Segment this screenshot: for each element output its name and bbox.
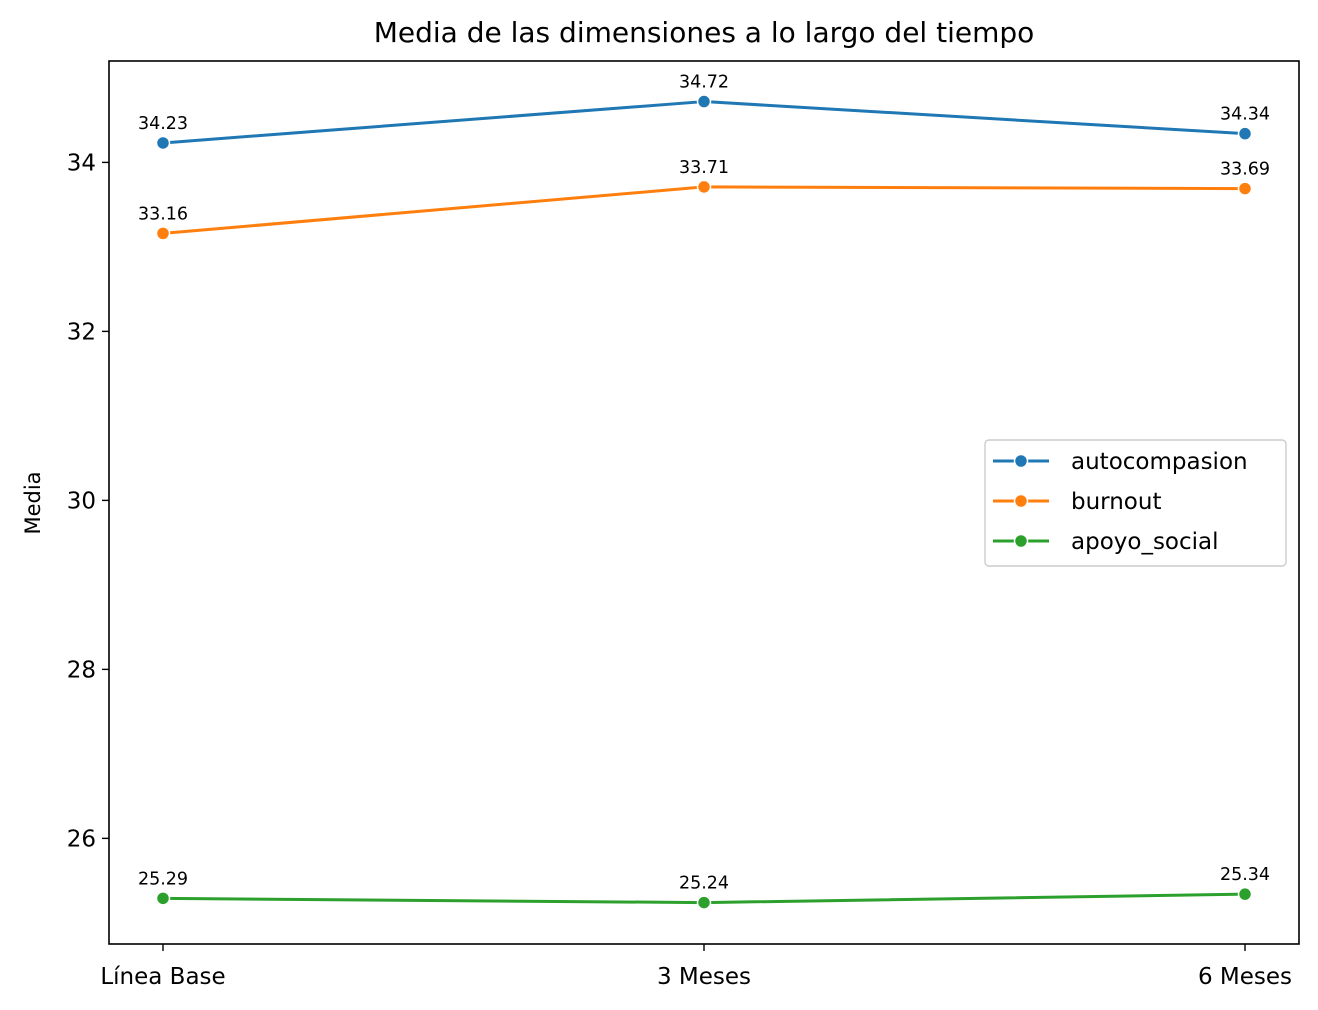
series-autocompasion: 34.23 34.72 34.34 — [138, 73, 1270, 151]
legend-item-autocompasion: autocompasion — [993, 449, 1248, 475]
data-point — [155, 226, 171, 241]
legend-marker — [1013, 533, 1029, 549]
x-tick-label: 6 Meses — [1198, 964, 1292, 990]
legend: autocompasion burnout apoyo_social — [984, 439, 1287, 567]
y-tick-label: 34 — [67, 150, 96, 176]
data-point — [155, 891, 171, 906]
legend-item-apoyo_social: apoyo_social — [993, 529, 1219, 555]
chart-title: Media de las dimensiones a lo largo del … — [374, 16, 1035, 49]
y-tick-label: 28 — [67, 657, 96, 683]
data-label: 33.69 — [1220, 160, 1270, 180]
data-point — [696, 179, 712, 195]
data-point — [1237, 126, 1253, 141]
series-apoyo_social: 25.29 25.24 25.34 — [138, 865, 1270, 910]
y-tick-label: 32 — [67, 319, 96, 345]
y-axis: 26 28 30 32 34 — [67, 150, 109, 852]
legend-item-burnout: burnout — [993, 489, 1161, 515]
legend-marker — [1013, 493, 1029, 509]
x-tick-label: Línea Base — [100, 964, 225, 990]
data-label: 34.34 — [1220, 105, 1270, 125]
data-label: 25.34 — [1220, 865, 1270, 885]
data-label: 25.24 — [679, 874, 729, 894]
y-axis-label: Media — [21, 471, 45, 534]
data-point — [155, 135, 171, 151]
data-point — [696, 94, 712, 109]
series-burnout: 33.16 33.71 33.69 — [138, 158, 1270, 241]
legend-label: burnout — [1071, 489, 1161, 515]
y-tick-label: 26 — [67, 826, 96, 852]
series-layer: 34.23 34.72 34.34 33.16 33.71 33.69 25.29 25.24… — [138, 73, 1270, 910]
data-label: 34.72 — [679, 73, 729, 93]
data-point — [696, 895, 712, 910]
legend-label: apoyo_social — [1071, 529, 1219, 555]
data-label: 34.23 — [138, 114, 188, 134]
legend-label: autocompasion — [1071, 449, 1248, 475]
data-point — [1237, 886, 1253, 902]
legend-box — [984, 439, 1287, 567]
y-tick-label: 30 — [67, 488, 96, 514]
data-point — [1237, 181, 1253, 196]
data-label: 25.29 — [138, 869, 188, 889]
data-label: 33.71 — [679, 158, 729, 178]
data-label: 33.16 — [138, 204, 188, 224]
x-axis: Línea Base 3 Meses 6 Meses — [100, 944, 1292, 990]
x-tick-label: 3 Meses — [657, 964, 751, 990]
legend-marker — [1013, 453, 1029, 469]
